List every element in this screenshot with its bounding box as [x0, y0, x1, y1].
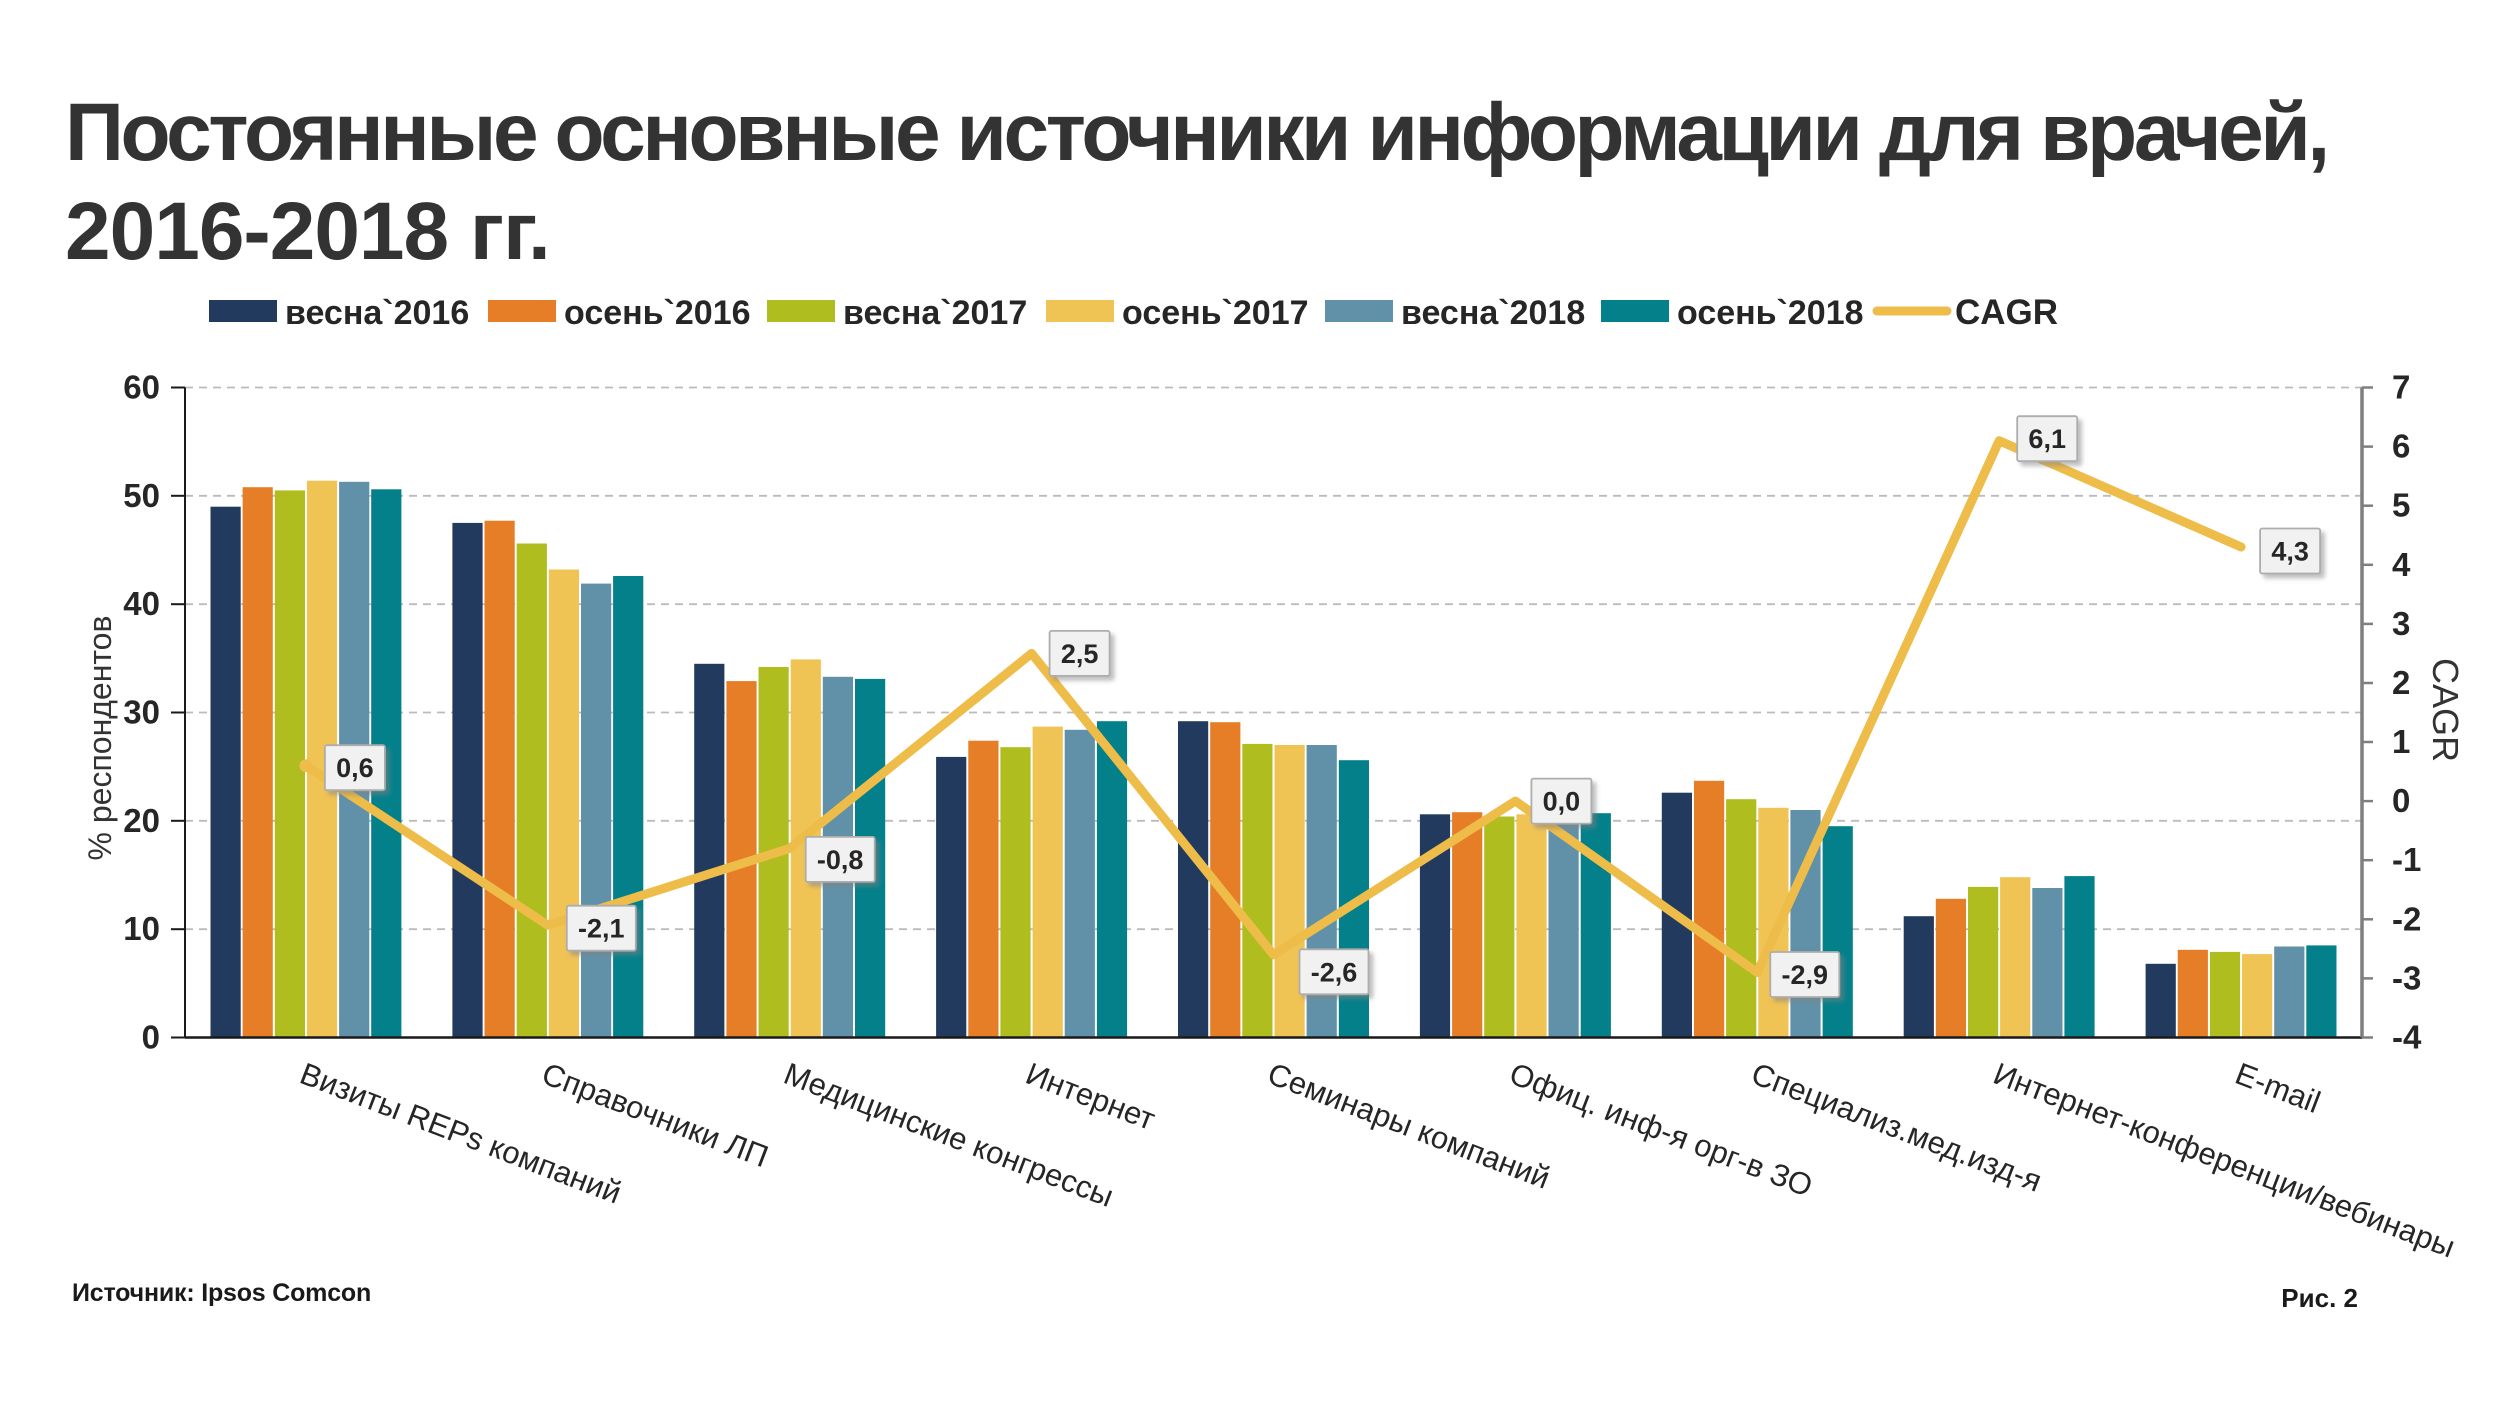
svg-text:осень`2018: осень`2018 — [1677, 294, 1864, 332]
svg-text:весна`2016: весна`2016 — [285, 294, 469, 332]
svg-text:-2: -2 — [2392, 900, 2421, 937]
svg-text:Источник: Ipsos Comcon: Источник: Ipsos Comcon — [72, 1279, 371, 1307]
svg-text:-1: -1 — [2392, 841, 2421, 878]
svg-text:2: 2 — [2392, 664, 2410, 701]
svg-text:20: 20 — [123, 802, 160, 839]
svg-text:10: 10 — [123, 910, 160, 947]
svg-text:весна`2017: весна`2017 — [843, 294, 1027, 332]
svg-text:-2,6: -2,6 — [1311, 957, 1358, 987]
svg-text:0,6: 0,6 — [336, 753, 374, 783]
svg-text:5: 5 — [2392, 487, 2410, 524]
svg-text:50: 50 — [123, 477, 160, 514]
svg-text:-4: -4 — [2392, 1019, 2422, 1056]
svg-text:6,1: 6,1 — [2028, 424, 2066, 454]
svg-text:Постоянные основные источники: Постоянные основные источники информации… — [65, 87, 2327, 178]
svg-text:весна`2018: весна`2018 — [1401, 294, 1585, 332]
svg-text:0,0: 0,0 — [1543, 787, 1581, 817]
svg-text:30: 30 — [123, 694, 160, 731]
svg-text:4,3: 4,3 — [2271, 537, 2309, 567]
svg-text:1: 1 — [2392, 723, 2410, 760]
svg-text:CAGR: CAGR — [1955, 293, 2058, 332]
svg-text:CAGR: CAGR — [2425, 658, 2466, 762]
svg-text:Рис. 2: Рис. 2 — [2281, 1283, 2358, 1313]
svg-text:60: 60 — [123, 369, 160, 406]
svg-text:-0,8: -0,8 — [817, 845, 864, 875]
svg-text:4: 4 — [2392, 546, 2411, 583]
svg-text:7: 7 — [2392, 369, 2410, 406]
svg-text:3: 3 — [2392, 605, 2410, 642]
svg-text:% респондентов: % респондентов — [82, 616, 118, 861]
svg-text:2,5: 2,5 — [1061, 639, 1099, 669]
svg-text:осень`2016: осень`2016 — [564, 294, 751, 332]
svg-text:2016-2018 гг.: 2016-2018 гг. — [65, 186, 550, 277]
svg-text:0: 0 — [2392, 782, 2410, 819]
svg-text:-2,9: -2,9 — [1782, 960, 1829, 990]
svg-text:0: 0 — [142, 1019, 160, 1056]
svg-text:-3: -3 — [2392, 959, 2421, 996]
svg-text:-2,1: -2,1 — [578, 914, 625, 944]
svg-text:6: 6 — [2392, 428, 2410, 465]
svg-text:40: 40 — [123, 585, 160, 622]
svg-text:осень`2017: осень`2017 — [1122, 294, 1309, 332]
